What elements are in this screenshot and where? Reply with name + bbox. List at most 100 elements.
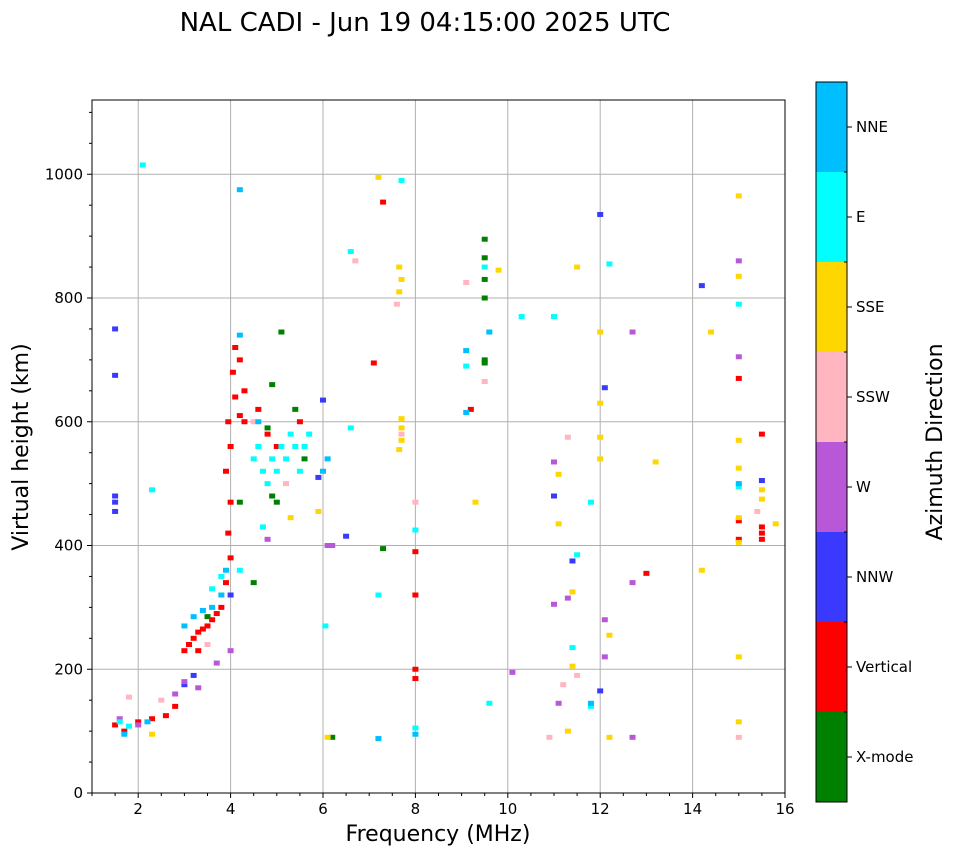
- data-point: [347, 425, 354, 431]
- data-point: [172, 703, 179, 709]
- colorbar-segment: [816, 622, 847, 712]
- data-point: [190, 635, 197, 641]
- data-point: [412, 676, 419, 682]
- colorbar-segment: [816, 262, 847, 352]
- data-point: [195, 629, 202, 635]
- colorbar-label: Vertical: [856, 658, 912, 676]
- data-point: [172, 691, 179, 697]
- data-point: [481, 360, 488, 366]
- data-point: [236, 413, 243, 419]
- data-point: [597, 400, 604, 406]
- data-point: [758, 524, 765, 530]
- data-point: [754, 508, 761, 514]
- data-point: [250, 580, 257, 586]
- x-axis-title: Frequency (MHz): [346, 822, 531, 847]
- colorbar-segment: [816, 712, 847, 802]
- data-point: [370, 360, 377, 366]
- data-point: [597, 456, 604, 462]
- data-point: [396, 264, 403, 270]
- data-point: [758, 530, 765, 536]
- data-point: [209, 617, 216, 623]
- data-point: [329, 734, 336, 740]
- data-point: [236, 187, 243, 193]
- data-point: [232, 394, 239, 400]
- data-point: [241, 388, 248, 394]
- data-point: [481, 264, 488, 270]
- data-point: [204, 614, 211, 620]
- data-point: [569, 663, 576, 669]
- colorbar-segment: [816, 532, 847, 622]
- data-point: [255, 419, 262, 425]
- data-point: [481, 276, 488, 282]
- data-point: [574, 264, 581, 270]
- data-point: [574, 672, 581, 678]
- data-point: [144, 719, 151, 725]
- data-point: [380, 199, 387, 205]
- data-point: [564, 434, 571, 440]
- data-point: [481, 295, 488, 301]
- data-point: [375, 736, 382, 742]
- data-point: [698, 283, 705, 289]
- data-point: [225, 419, 232, 425]
- data-point: [296, 468, 303, 474]
- data-point: [375, 174, 382, 180]
- x-tick-label: 12: [591, 800, 610, 818]
- data-point: [518, 314, 525, 320]
- data-point: [204, 623, 211, 629]
- data-point: [601, 617, 608, 623]
- data-point: [320, 468, 326, 474]
- data-point: [213, 611, 220, 617]
- data-point: [195, 685, 202, 691]
- data-point: [236, 332, 243, 338]
- x-tick-label: 6: [318, 800, 328, 818]
- y-tick-label: 600: [54, 413, 83, 431]
- data-point: [222, 468, 229, 474]
- data-point: [486, 329, 493, 335]
- data-point: [287, 431, 294, 437]
- data-point: [227, 444, 234, 449]
- data-point: [116, 716, 123, 722]
- data-point: [629, 329, 636, 335]
- data-point: [735, 258, 742, 264]
- data-point: [222, 580, 229, 586]
- data-point: [629, 580, 636, 586]
- data-point: [250, 456, 257, 462]
- data-point: [255, 406, 262, 412]
- data-point: [597, 434, 604, 440]
- data-point: [772, 521, 779, 527]
- y-tick-label: 800: [54, 289, 83, 307]
- data-point: [758, 478, 765, 484]
- data-point: [213, 660, 220, 666]
- data-point: [315, 474, 322, 480]
- data-point: [278, 329, 285, 335]
- data-point: [472, 499, 479, 505]
- data-point: [708, 329, 715, 335]
- data-point: [292, 444, 299, 449]
- data-point: [758, 431, 765, 437]
- data-point: [587, 499, 594, 505]
- data-point: [283, 481, 290, 487]
- data-point: [606, 734, 613, 740]
- data-point: [606, 632, 613, 638]
- data-point: [551, 314, 557, 320]
- colorbar-label: W: [856, 478, 871, 496]
- data-point: [199, 607, 206, 613]
- data-point: [735, 539, 742, 545]
- y-tick-label: 200: [54, 660, 83, 678]
- data-point: [255, 444, 262, 449]
- data-point: [190, 614, 197, 620]
- data-point: [222, 567, 229, 573]
- colorbar-label: X-mode: [856, 748, 913, 766]
- data-point: [551, 601, 557, 607]
- y-axis-title: Virtual height (km): [9, 343, 34, 550]
- data-point: [264, 425, 271, 431]
- data-point: [412, 731, 419, 737]
- colorbar-label: SSE: [856, 298, 885, 316]
- data-point: [343, 533, 350, 539]
- y-axis-ticks: 0 200 400 600 800 1000: [45, 111, 92, 802]
- data-point: [236, 499, 243, 505]
- data-point: [283, 456, 290, 462]
- data-point: [481, 357, 488, 363]
- data-point: [398, 437, 405, 443]
